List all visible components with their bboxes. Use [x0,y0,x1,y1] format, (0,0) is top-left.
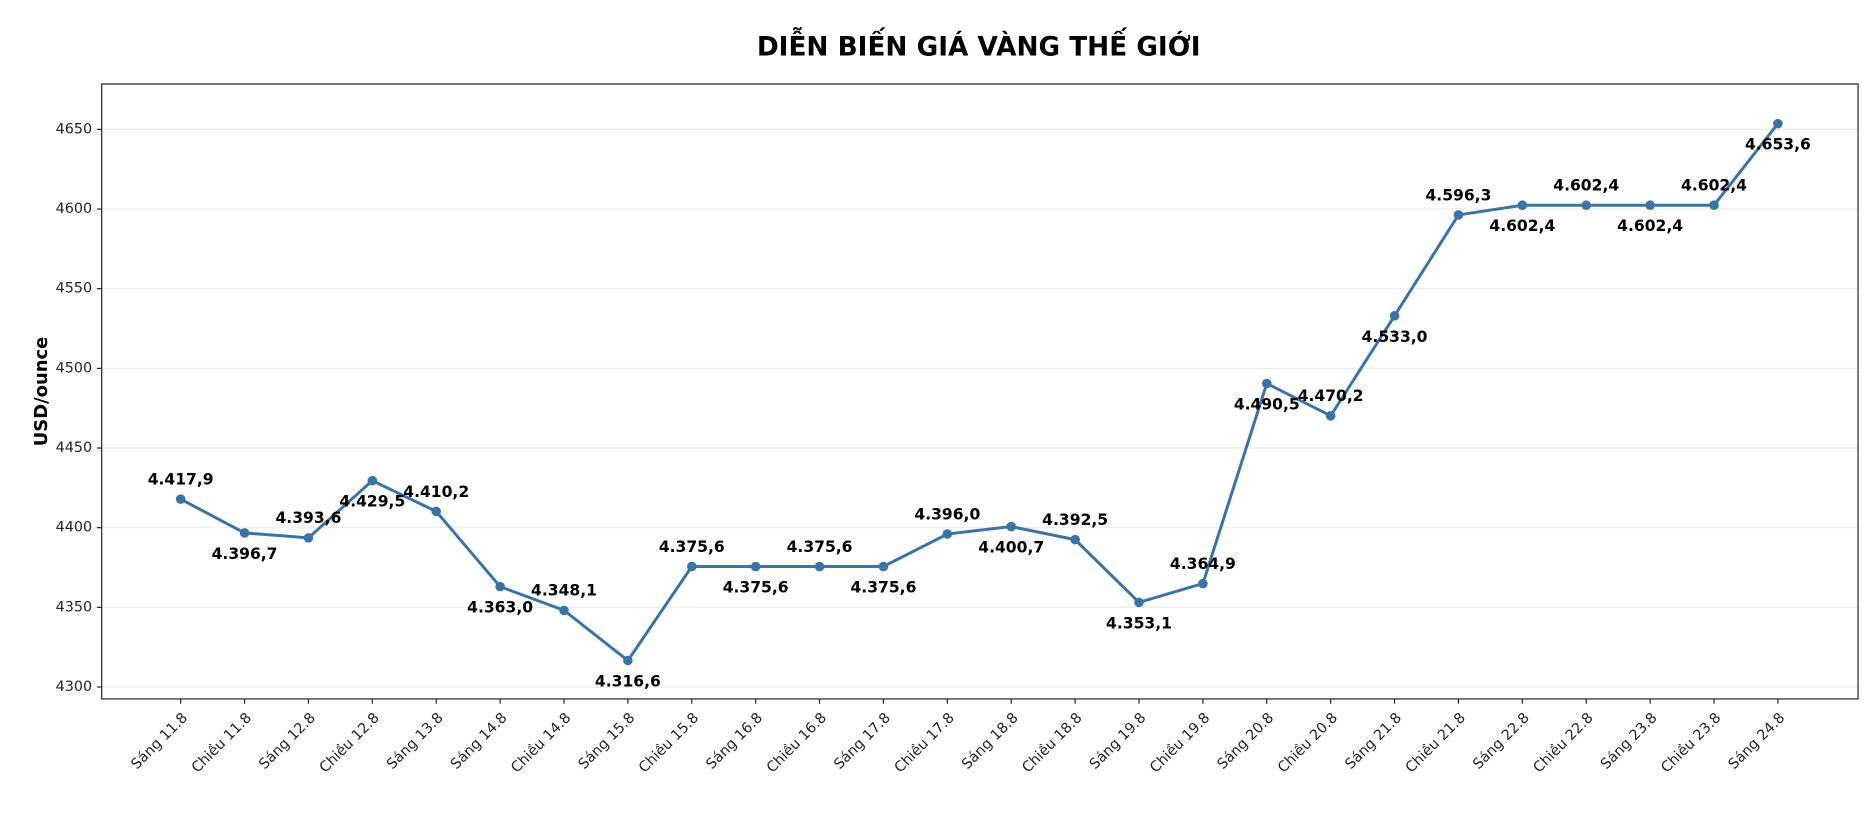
y-tick-label: 4500 [56,360,93,376]
chart-title: DIỄN BIẾN GIÁ VÀNG THẾ GIỚI [757,27,1201,63]
value-label: 4.316,6 [595,673,661,691]
point [303,533,314,543]
value-label: 4.400,7 [978,539,1044,557]
x-tick-label: Chiều 20.8 [1274,709,1341,776]
point [1325,411,1336,421]
value-label: 4.375,6 [787,538,853,556]
value-label: 4.596,3 [1425,186,1491,204]
x-tick-label: Chiều 12.8 [316,709,383,776]
point [1517,200,1528,211]
value-label: 4.470,2 [1298,387,1364,405]
x-tick-label: Chiều 14.8 [508,709,575,776]
point [1261,378,1272,389]
plot-frame [101,83,1859,700]
value-label: 4.363,0 [467,599,533,617]
y-tick-label: 4650 [56,121,93,137]
x-tick-label: Sáng 11.8 [128,710,191,773]
point [1581,200,1592,211]
value-label: 4.533,0 [1362,328,1428,346]
x-tick-label: Chiều 21.8 [1402,709,1469,776]
point [1709,200,1719,211]
x-tick-label: Sáng 18.8 [959,710,1022,773]
value-label: 4.602,4 [1489,217,1555,235]
x-tick-label: Chiều 18.8 [1019,709,1086,776]
plot: 4.417,9 4.396,7 4.393,64.429,54.410,2 4.363… [148,118,1811,691]
point [1134,597,1144,608]
point [878,561,889,572]
x-tick-label: Chiều 16.8 [763,709,830,776]
value-label: 4.490,5 [1234,396,1300,414]
point [367,475,378,486]
x-tick-label: Sáng 22.8 [1470,710,1533,773]
point [814,561,825,572]
x-tick-label: Sáng 12.8 [256,710,319,773]
point [1006,521,1017,532]
value-label: 4.393,6 [275,509,341,527]
point [1453,210,1464,220]
point [1198,578,1208,589]
point [239,528,250,538]
point [750,561,761,572]
x-tick-label: Sáng 15.8 [576,710,639,773]
value-label: 4.410,2 [403,483,469,501]
value-label: 4.417,9 [148,471,214,489]
point [686,561,697,572]
y-tick-label: 4450 [56,440,93,456]
point [175,494,186,504]
value-label: 4.375,6 [850,579,916,597]
grid: 4300 4350 4400 4450 4500 4550 4600 4650 Sáng 11.… [56,121,1859,776]
point [1389,311,1400,321]
value-label: 4.353,1 [1106,614,1172,632]
x-tick-label: Sáng 13.8 [384,710,447,773]
y-axis-label: USD/ounce [31,337,52,447]
x-tick-label: Sáng 23.8 [1598,710,1661,773]
y-tick-label: 4400 [56,520,93,536]
point [495,581,505,592]
value-label: 4.375,6 [723,579,789,597]
x-tick-label: Sáng 20.8 [1215,710,1278,773]
y-tick-label: 4600 [56,201,93,217]
value-label: 4.602,4 [1553,177,1619,195]
point [942,529,953,539]
value-label: 4.392,5 [1042,511,1108,529]
x-tick-label: Sáng 19.8 [1087,710,1150,773]
x-tick-label: Chiều 23.8 [1658,709,1725,776]
x-tick-label: Sáng 21.8 [1342,710,1405,773]
point [1070,534,1080,545]
point [431,506,442,517]
value-label: 4.653,6 [1745,136,1811,154]
line [179,122,1780,663]
x-tick-label: Chiều 15.8 [635,709,702,776]
x-tick-label: Sáng 17.8 [831,710,894,773]
value-label: 4.364,9 [1170,555,1236,573]
x-tick-label: Sáng 24.8 [1726,710,1789,773]
point [1645,200,1655,211]
point [1773,118,1783,129]
point [623,655,633,666]
x-tick-label: Sáng 14.8 [448,710,511,773]
point [559,605,569,616]
value-label: 4.602,4 [1617,217,1683,235]
x-tick-label: Chiều 22.8 [1530,709,1597,776]
value-label: 4.348,1 [531,582,597,600]
x-tick-label: Chiều 17.8 [891,709,958,776]
value-label: 4.396,7 [212,545,278,563]
value-label: 4.375,6 [659,538,725,556]
value-label: 4.396,0 [914,505,980,523]
x-tick-label: Chiều 19.8 [1146,709,1213,776]
y-tick-label: 4550 [56,281,93,297]
value-label: 4.429,5 [339,493,405,511]
x-tick-label: Sáng 16.8 [703,710,766,773]
value-label: 4.602,4 [1681,177,1747,195]
x-tick-label: Chiều 11.8 [188,709,255,776]
y-tick-label: 4300 [56,679,93,695]
y-tick-label: 4350 [56,599,93,615]
